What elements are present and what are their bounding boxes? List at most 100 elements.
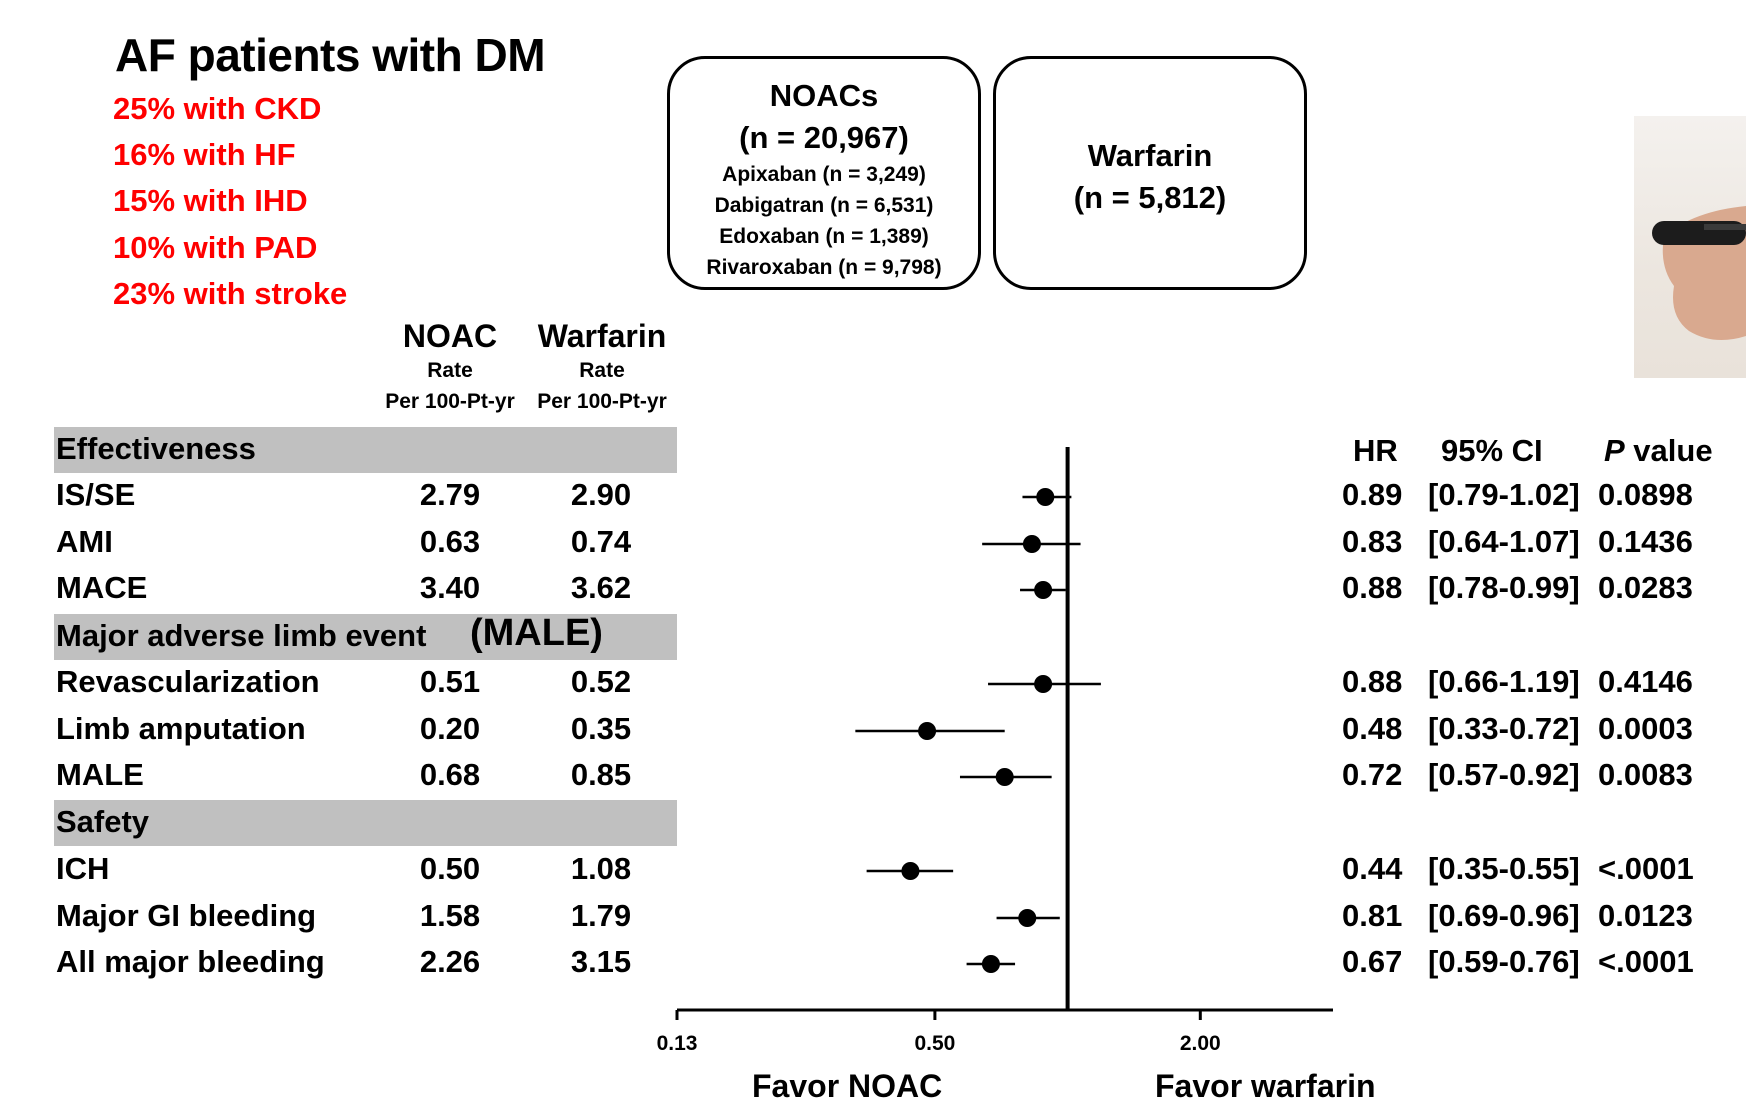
hr-cell: 0.67	[1342, 944, 1403, 979]
ci-cell: [0.59-0.76]	[1428, 944, 1580, 979]
row-label: IS/SE	[56, 477, 136, 512]
section-effectiveness: Effectiveness	[56, 431, 256, 466]
hr-point	[1036, 488, 1055, 506]
forest-marks	[675, 447, 1333, 1020]
hr-cell: 0.48	[1342, 711, 1403, 746]
hr-cell: 0.44	[1342, 851, 1403, 886]
section-safety: Safety	[56, 804, 150, 839]
noac-drug-dabigatran: Dabigatran (n = 6,531)	[714, 194, 934, 217]
warfarin-rate-cell: 3.62	[570, 570, 632, 605]
ci-cell: [0.64-1.07]	[1428, 524, 1580, 559]
ci-cell: [0.79-1.02]	[1428, 477, 1580, 512]
warfarin-rate-cell: 2.90	[570, 477, 632, 512]
stat-ckd: 25% with CKD	[113, 91, 322, 126]
noac-rate-cell: 1.58	[419, 898, 481, 933]
section-bar-effectiveness	[54, 427, 677, 473]
p-value-cell: 0.1436	[1598, 524, 1693, 559]
warfarin-rate-cell: 0.35	[570, 711, 632, 746]
noac-rate-label: Rate	[427, 359, 473, 382]
section-bar-safety	[54, 800, 677, 846]
page-title: AF patients with DM	[115, 29, 546, 81]
hr-point	[1018, 909, 1037, 927]
row-label: All major bleeding	[56, 944, 325, 979]
hr-point	[995, 768, 1014, 786]
row-label: Major GI bleeding	[56, 898, 317, 933]
section-bar-male	[54, 614, 677, 660]
row-label: AMI	[56, 524, 113, 559]
row-label: Limb amputation	[56, 711, 306, 746]
hr-point	[1034, 581, 1053, 599]
male-abbrev: (MALE)	[470, 612, 603, 654]
speaker-photo	[1634, 116, 1746, 378]
ci-cell: [0.33-0.72]	[1428, 711, 1580, 746]
stat-ihd: 15% with IHD	[113, 183, 308, 218]
warfarin-group-box: Warfarin (n = 5,812)	[993, 56, 1307, 290]
section-male: Major adverse limb event	[56, 618, 427, 653]
row-label: MALE	[56, 757, 144, 792]
noac-rate-cell: 0.20	[419, 711, 481, 746]
hr-cell: 0.88	[1342, 664, 1403, 699]
p-value-cell: 0.4146	[1598, 664, 1693, 699]
hr-point	[1022, 535, 1041, 553]
favor-noac-label: Favor NOAC	[752, 1068, 943, 1104]
noac-drug-edoxaban: Edoxaban (n = 1,389)	[719, 225, 929, 248]
p-value-cell: 0.0898	[1598, 477, 1693, 512]
ci-header: 95% CI	[1441, 433, 1543, 468]
ci-cell: [0.57-0.92]	[1428, 757, 1580, 792]
favor-warfarin-label: Favor warfarin	[1155, 1068, 1376, 1104]
warfarin-rate-cell: 1.79	[570, 898, 632, 933]
warfarin-head-label: Warfarin	[537, 318, 667, 354]
p-value-cell: 0.0283	[1598, 570, 1693, 605]
warfarin-column-header: Warfarin Rate Per 100-Pt-yr	[526, 318, 678, 417]
row-label: ICH	[56, 851, 110, 886]
x-tick-label: 0.50	[914, 1032, 956, 1055]
p-value-header: P value	[1604, 433, 1713, 469]
stat-stroke: 23% with stroke	[113, 276, 348, 311]
p-value-cell: <.0001	[1598, 944, 1694, 979]
x-tick-label: 2.00	[1179, 1032, 1221, 1055]
noac-drug-apixaban: Apixaban (n = 3,249)	[722, 163, 926, 186]
noac-box-count: (n = 20,967)	[739, 120, 909, 155]
warfarin-rate-cell: 3.15	[570, 944, 632, 979]
noac-per-label: Per 100-Pt-yr	[385, 390, 515, 413]
p-italic: P	[1604, 433, 1625, 468]
warfarin-rate-label: Rate	[579, 359, 625, 382]
warfarin-rate-cell: 0.52	[570, 664, 632, 699]
warfarin-rate-cell: 0.85	[570, 757, 632, 792]
noac-rate-cell: 0.51	[419, 664, 481, 699]
noac-rate-cell: 2.79	[419, 477, 481, 512]
stat-pad: 10% with PAD	[113, 230, 318, 265]
ci-cell: [0.78-0.99]	[1428, 570, 1580, 605]
noac-drug-rivaroxaban: Rivaroxaban (n = 9,798)	[706, 256, 942, 279]
hr-header: HR	[1353, 433, 1398, 468]
warfarin-rate-cell: 0.74	[570, 524, 632, 559]
noac-rate-cell: 2.26	[419, 944, 481, 979]
noac-head-label: NOAC	[402, 318, 498, 354]
hr-point	[901, 862, 920, 880]
hr-cell: 0.89	[1342, 477, 1403, 512]
warfarin-per-label: Per 100-Pt-yr	[537, 390, 667, 413]
row-label: MACE	[56, 570, 148, 605]
hr-cell: 0.88	[1342, 570, 1403, 605]
noac-rate-cell: 0.63	[419, 524, 481, 559]
noac-box-title: NOACs	[769, 78, 879, 113]
p-value-cell: <.0001	[1598, 851, 1694, 886]
stat-hf: 16% with HF	[113, 137, 296, 172]
p-value-cell: 0.0003	[1598, 711, 1693, 746]
warfarin-rate-cell: 1.08	[570, 851, 632, 886]
ci-cell: [0.66-1.19]	[1428, 664, 1580, 699]
noac-column-header: NOAC Rate Per 100-Pt-yr	[374, 318, 526, 417]
hr-cell: 0.72	[1342, 757, 1403, 792]
warfarin-box-title: Warfarin	[1087, 138, 1213, 173]
hr-point	[1034, 675, 1053, 693]
noac-rate-cell: 0.50	[419, 851, 481, 886]
hr-cell: 0.81	[1342, 898, 1403, 933]
hr-point	[981, 955, 1000, 973]
ci-cell: [0.69-0.96]	[1428, 898, 1580, 933]
hr-cell: 0.83	[1342, 524, 1403, 559]
p-value-cell: 0.0123	[1598, 898, 1693, 933]
noac-rate-cell: 0.68	[419, 757, 481, 792]
noac-group-box: NOACs (n = 20,967) Apixaban (n = 3,249) …	[667, 56, 981, 290]
hr-point	[918, 722, 937, 740]
p-value-cell: 0.0083	[1598, 757, 1693, 792]
